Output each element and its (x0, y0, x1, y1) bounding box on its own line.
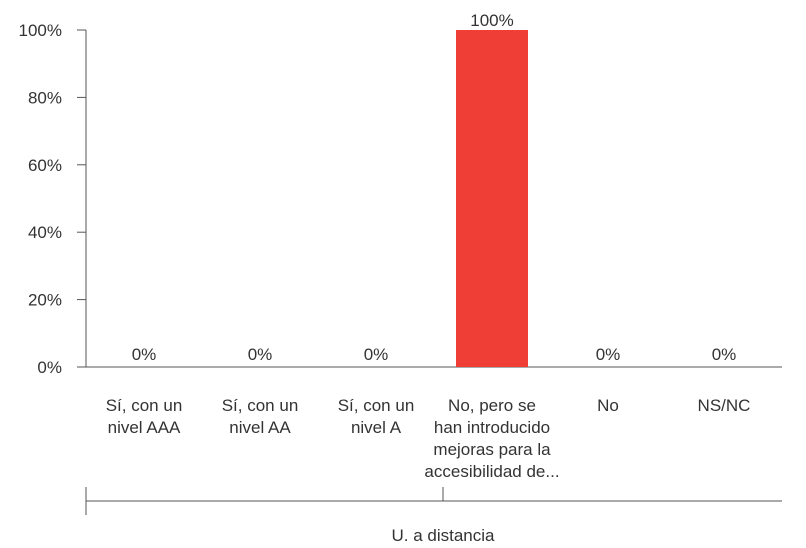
category-label-line: mejoras para la (433, 440, 551, 459)
category-label: No (597, 396, 619, 415)
y-axis: 0% 20% 40% 60% 80% 100% (19, 21, 87, 377)
y-tick-label: 60% (28, 156, 62, 175)
category-label-line: han introducido (434, 418, 550, 437)
y-tick-label: 20% (28, 291, 62, 310)
category-label-line: nivel AAA (108, 418, 181, 437)
data-label: 100% (470, 11, 513, 30)
data-labels: 0% 0% 0% 100% 0% 0% (132, 11, 737, 364)
category-label: NS/NC (698, 396, 751, 415)
y-tick-label: 100% (19, 21, 62, 40)
y-tick-label: 0% (37, 358, 62, 377)
bars (456, 30, 528, 367)
category-label-line: accesibilidad de... (424, 462, 559, 481)
category-label-line: nivel AA (229, 418, 291, 437)
category-label: Sí, con un nivel AA (222, 396, 299, 437)
category-label-line: No, pero se (448, 396, 536, 415)
category-label-line: NS/NC (698, 396, 751, 415)
category-label-line: No (597, 396, 619, 415)
category-label: Sí, con un nivel AAA (106, 396, 183, 437)
group-label: U. a distancia (392, 526, 496, 545)
category-label-line: Sí, con un (338, 396, 415, 415)
y-tick-label: 40% (28, 223, 62, 242)
category-label: No, pero se han introducido mejoras para l… (424, 396, 559, 481)
data-label: 0% (132, 345, 157, 364)
data-label: 0% (596, 345, 621, 364)
data-label: 0% (712, 345, 737, 364)
y-tick-label: 80% (28, 88, 62, 107)
bar (456, 30, 528, 367)
category-label: Sí, con un nivel A (338, 396, 415, 437)
category-label-line: nivel A (351, 418, 402, 437)
category-label-line: Sí, con un (222, 396, 299, 415)
group-axis: U. a distancia (85, 487, 782, 545)
data-label: 0% (364, 345, 389, 364)
data-label: 0% (248, 345, 273, 364)
category-label-line: Sí, con un (106, 396, 183, 415)
